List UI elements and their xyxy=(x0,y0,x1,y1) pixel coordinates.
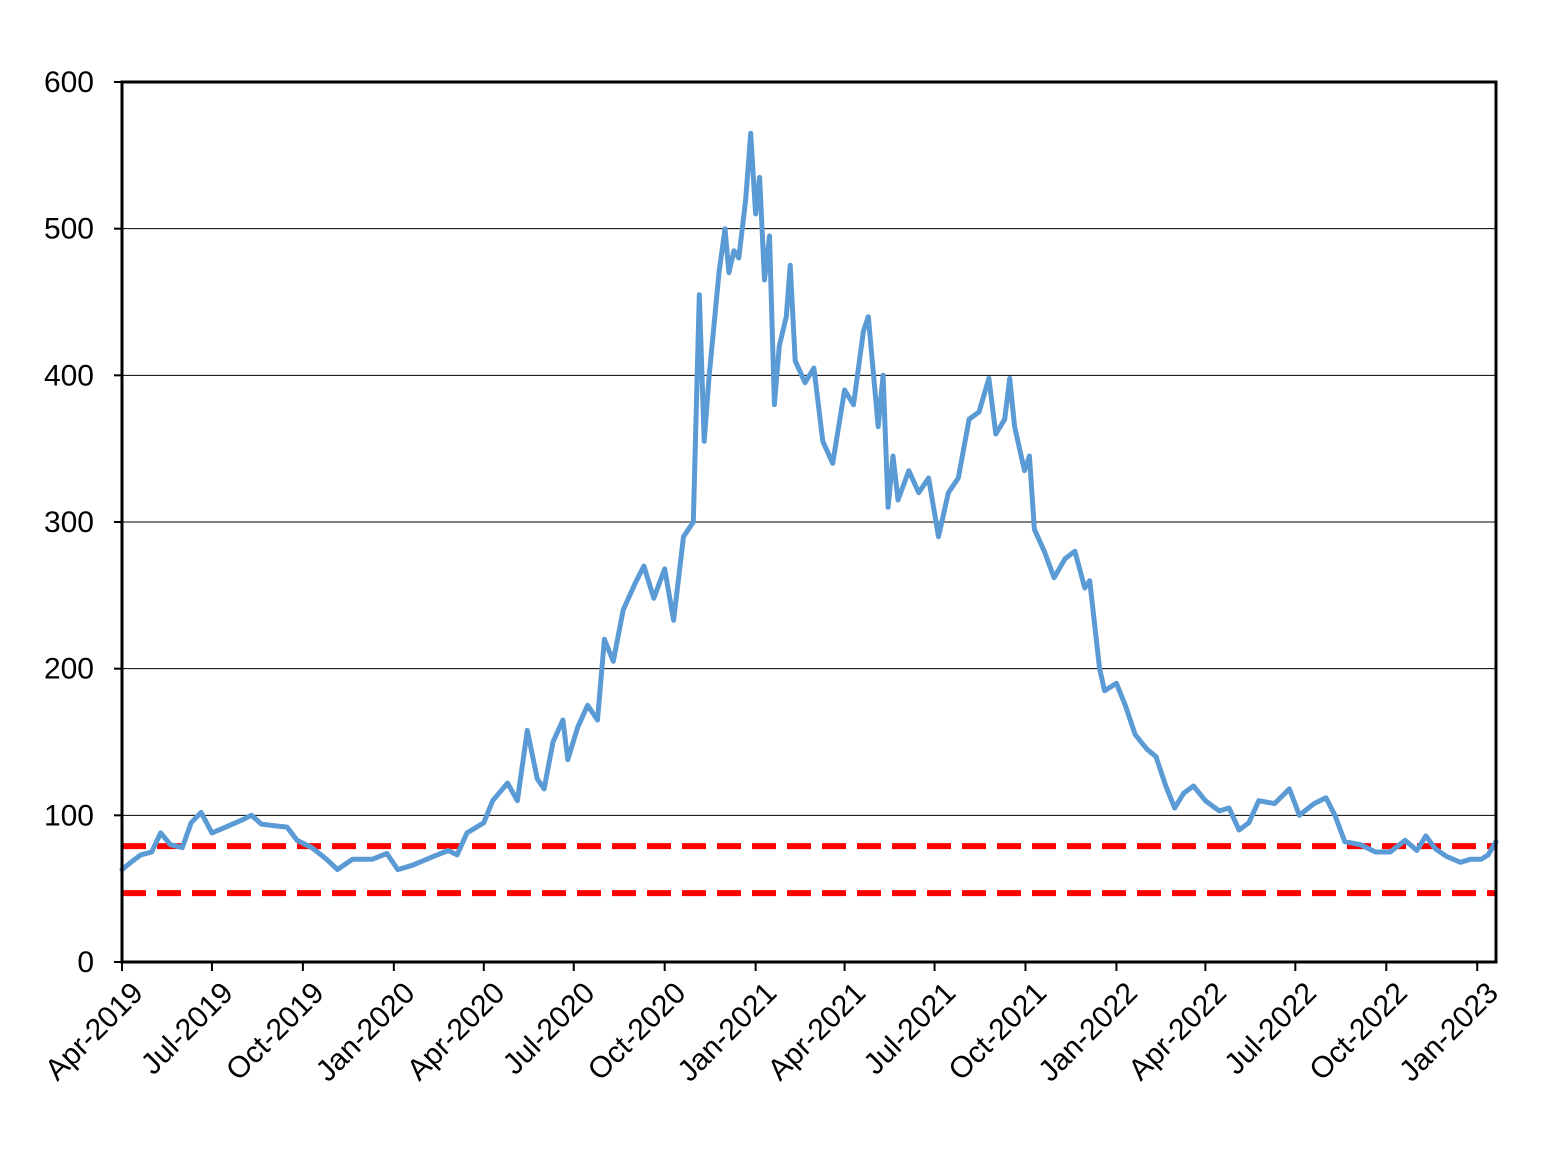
x-tick-label: Jan-2021 xyxy=(671,976,783,1088)
reference-lines xyxy=(122,843,1496,897)
y-tick-label: 100 xyxy=(44,799,94,832)
gridlines xyxy=(122,228,1496,816)
x-tick-label: Jan-2020 xyxy=(310,976,422,1088)
y-axis: 0 100 200 300 400 500 600 xyxy=(44,66,122,979)
x-tick-label: Apr-2022 xyxy=(1122,976,1233,1087)
x-tick-label: Apr-2019 xyxy=(39,976,150,1087)
y-tick-label: 400 xyxy=(44,359,94,392)
x-axis: Apr-2019Jul-2019Oct-2019Jan-2020Apr-2020… xyxy=(39,962,1505,1088)
y-tick-label: 300 xyxy=(44,506,94,539)
y-tick-label: 500 xyxy=(44,213,94,246)
y-tick-label: 0 xyxy=(77,946,94,979)
series-line xyxy=(119,130,1499,873)
x-tick-label: Apr-2021 xyxy=(762,976,873,1087)
series-layer xyxy=(119,130,1499,873)
y-tick-label: 600 xyxy=(44,66,94,99)
y-tick-label: 200 xyxy=(44,653,94,686)
x-tick-label: Apr-2020 xyxy=(401,976,512,1087)
x-tick-label: Jan-2023 xyxy=(1393,976,1505,1088)
x-tick-label: Jan-2022 xyxy=(1032,976,1144,1088)
